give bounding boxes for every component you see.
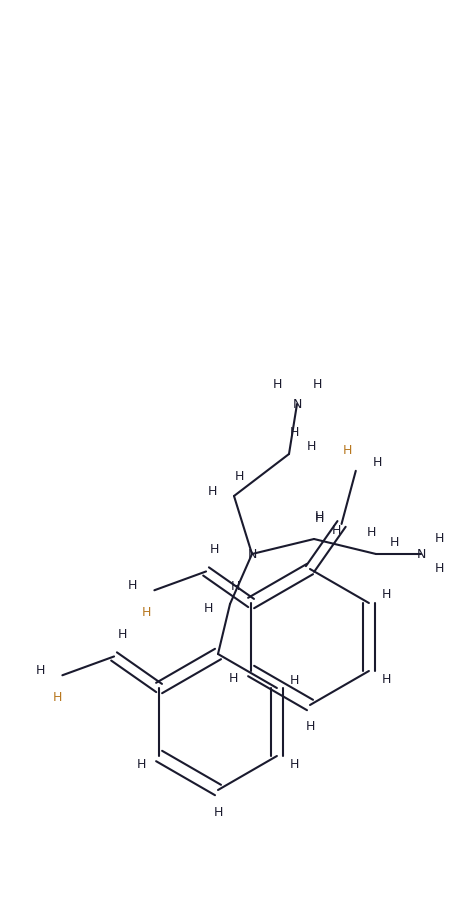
Text: H: H bbox=[208, 484, 217, 498]
Text: H: H bbox=[305, 720, 315, 734]
Text: H: H bbox=[382, 588, 392, 602]
Text: H: H bbox=[290, 757, 299, 771]
Text: H: H bbox=[36, 664, 45, 676]
Text: H: H bbox=[331, 525, 341, 537]
Text: H: H bbox=[213, 806, 223, 818]
Text: H: H bbox=[343, 444, 352, 457]
Text: H: H bbox=[434, 533, 444, 545]
Text: H: H bbox=[434, 562, 444, 576]
Text: H: H bbox=[314, 510, 324, 524]
Text: H: H bbox=[290, 674, 299, 686]
Text: H: H bbox=[312, 378, 322, 390]
Text: H: H bbox=[128, 579, 137, 592]
Text: H: H bbox=[272, 378, 282, 390]
Text: H: H bbox=[137, 757, 146, 771]
Text: H: H bbox=[203, 603, 213, 615]
Text: H: H bbox=[234, 469, 244, 483]
Text: H: H bbox=[209, 543, 219, 556]
Text: H: H bbox=[382, 673, 392, 685]
Text: H: H bbox=[228, 673, 238, 685]
Text: N: N bbox=[292, 397, 302, 411]
Text: H: H bbox=[289, 425, 298, 439]
Text: H: H bbox=[142, 605, 151, 619]
Text: N: N bbox=[248, 547, 257, 561]
Text: H: H bbox=[118, 628, 127, 641]
Text: H: H bbox=[389, 536, 399, 548]
Text: H: H bbox=[373, 457, 383, 469]
Text: H: H bbox=[230, 579, 240, 593]
Text: H: H bbox=[315, 512, 324, 526]
Text: N: N bbox=[416, 547, 426, 561]
Text: H: H bbox=[307, 440, 316, 452]
Text: H: H bbox=[53, 691, 62, 704]
Text: H: H bbox=[367, 526, 376, 538]
